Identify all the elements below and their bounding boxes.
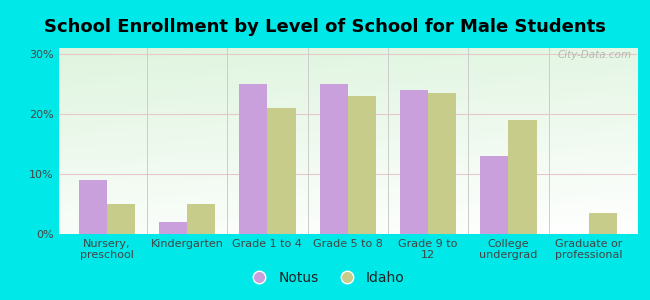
Bar: [508, 120, 536, 234]
Bar: [400, 90, 428, 234]
Bar: [589, 213, 617, 234]
Bar: [480, 156, 508, 234]
Bar: [187, 204, 215, 234]
Text: City-Data.com: City-Data.com: [557, 50, 631, 60]
Bar: [79, 180, 107, 234]
Bar: [428, 93, 456, 234]
Bar: [348, 96, 376, 234]
Bar: [159, 222, 187, 234]
Text: School Enrollment by Level of School for Male Students: School Enrollment by Level of School for…: [44, 18, 606, 36]
Bar: [267, 108, 296, 234]
Bar: [239, 84, 267, 234]
Bar: [320, 84, 348, 234]
Bar: [107, 204, 135, 234]
Legend: Notus, Idaho: Notus, Idaho: [240, 265, 410, 290]
